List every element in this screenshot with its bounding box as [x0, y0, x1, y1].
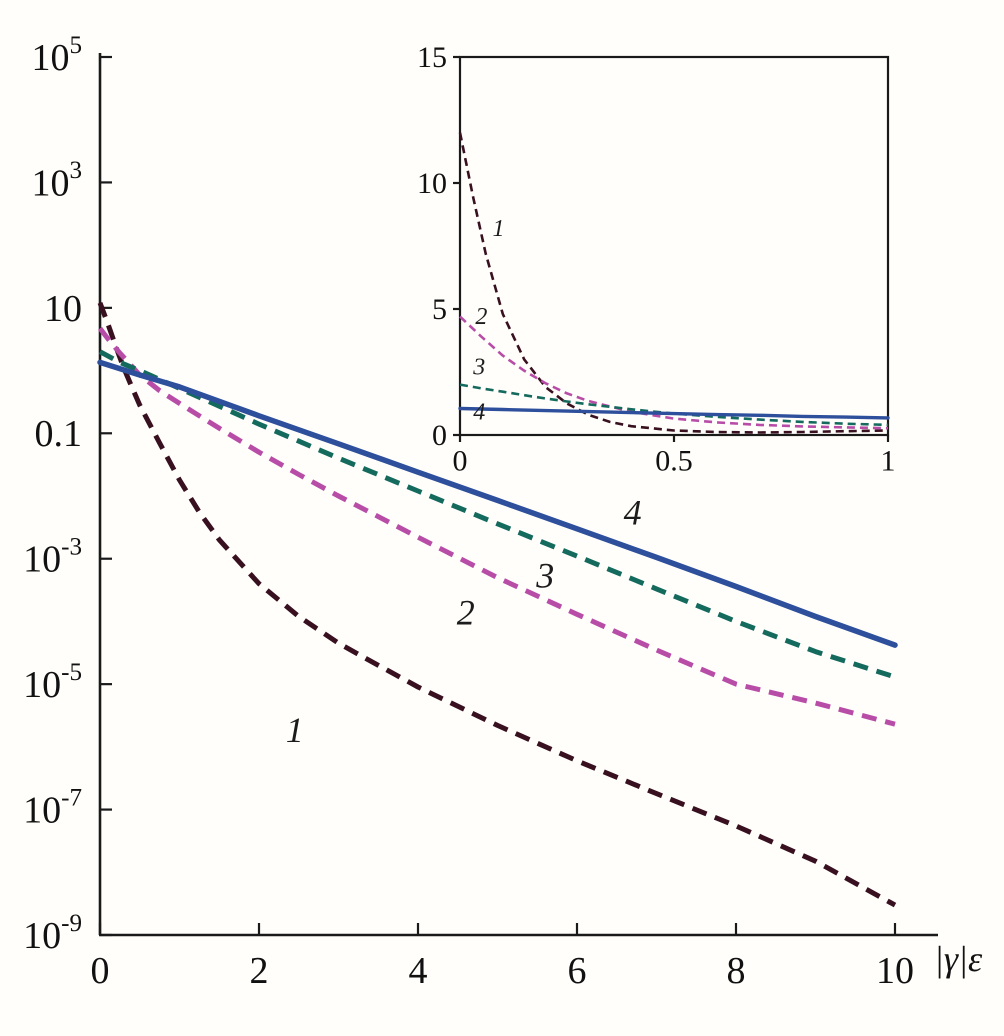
inset-curve-label-1: 1: [493, 216, 505, 242]
inset-y-tick-label: 0: [432, 419, 447, 452]
main-y-tick-label: 103: [31, 157, 82, 204]
inset-x-tick-label: 0.5: [655, 445, 693, 478]
main-curve-label-3: 3: [535, 555, 554, 595]
main-curve-label-4: 4: [624, 493, 642, 533]
main-x-tick-label: 0: [91, 950, 110, 992]
inset-y-tick-label: 10: [417, 167, 447, 200]
inset-series-2: [459, 315, 889, 430]
main-y-tick-label: 10: [44, 288, 82, 330]
inset-x-tick-label: 1: [881, 445, 896, 478]
main-x-tick-label: 4: [409, 950, 428, 992]
main-y-tick-label: 10-9: [23, 910, 82, 957]
main-curve-label-2: 2: [457, 592, 475, 632]
inset-series-4: [458, 406, 890, 420]
inset-curve-label-3: 3: [472, 355, 485, 381]
main-series-1: [97, 302, 897, 908]
main-y-tick-label: 0.1: [35, 413, 83, 455]
main-x-tick-label: 6: [568, 950, 587, 992]
main-series-4: [97, 359, 898, 648]
main-x-tick-label: 2: [250, 950, 269, 992]
main-x-tick-label: 10: [876, 950, 914, 992]
inset-x-tick-label: 0: [453, 445, 468, 478]
main-series-3: [98, 349, 896, 680]
main-y-tick-label: 105: [31, 32, 82, 79]
main-curve-label-1: 1: [286, 710, 304, 750]
main-y-tick-label: 10-7: [23, 784, 82, 831]
main-y-tick-label: 10-5: [23, 659, 82, 706]
inset-curve-label-2: 2: [475, 304, 487, 330]
main-y-tick-label: 10-3: [23, 534, 82, 581]
inset-y-tick-label: 5: [432, 293, 447, 326]
inset-y-tick-label: 15: [417, 41, 447, 74]
inset-curve-label-4: 4: [473, 399, 485, 425]
x-axis-label: |γ|ε: [934, 939, 983, 979]
main-x-tick-label: 8: [727, 950, 746, 992]
inset-frame: [458, 55, 890, 437]
